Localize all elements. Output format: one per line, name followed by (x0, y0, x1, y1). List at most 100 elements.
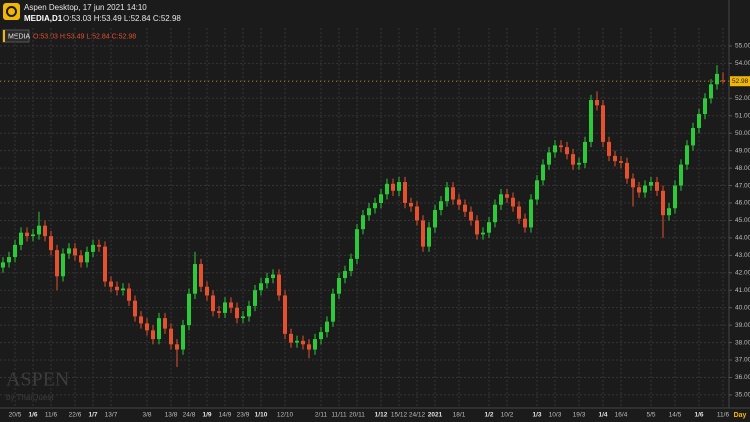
x-tick-label: 1/7 (88, 412, 97, 419)
y-tick-label: 54.00 (735, 60, 750, 67)
x-tick-label: 20/5 (9, 412, 22, 419)
candle-body (493, 204, 497, 223)
y-tick-label: 52.00 (735, 95, 750, 102)
y-tick-label: 48.00 (735, 165, 750, 172)
candle-body (13, 244, 17, 258)
candle-body (475, 220, 479, 235)
candle-body (481, 232, 485, 235)
candle-body (517, 206, 521, 219)
candle-body (259, 283, 263, 291)
logo-mark (6, 6, 17, 17)
candle-body (319, 332, 323, 340)
candle-body (505, 194, 509, 198)
y-tick-label: 55.00 (735, 43, 750, 50)
candle-body (199, 264, 203, 287)
candle-body (553, 145, 557, 153)
x-tick-label: 1/6 (694, 412, 703, 419)
candle-body (133, 300, 137, 317)
candle-body (103, 246, 107, 282)
last-price-box (730, 76, 750, 87)
x-tick-label: 15/12 (391, 412, 408, 419)
x-tick-label: 5/5 (646, 412, 655, 419)
y-tick-label: 36.00 (735, 374, 750, 381)
y-tick-label: 47.00 (735, 182, 750, 189)
candle-body (211, 295, 215, 312)
candle-body (181, 325, 185, 350)
candle-body (367, 208, 371, 216)
x-tick-label: 1/4 (598, 412, 607, 419)
candle-body (277, 274, 281, 296)
y-tick-label: 42.00 (735, 270, 750, 277)
candle-body (583, 141, 587, 163)
period-label[interactable]: Day (734, 412, 747, 419)
y-tick-label: 43.00 (735, 252, 750, 259)
candle-body (697, 114, 701, 128)
candle-body (385, 183, 389, 195)
candle-body (151, 330, 155, 340)
candle-body (79, 255, 83, 263)
x-tick-label: 1/6 (28, 412, 37, 419)
candle-body (715, 73, 719, 85)
x-tick-label: 19/3 (573, 412, 586, 419)
candle-body (235, 307, 239, 319)
candle-body (145, 323, 149, 331)
candle-body (1, 262, 5, 268)
candle-body (655, 182, 659, 191)
candle-body (157, 318, 161, 340)
watermark-sub: by ThaiQuest (6, 393, 54, 402)
candle-body (625, 162, 629, 179)
candle-body (307, 344, 311, 350)
candle-body (445, 187, 449, 202)
candle-body (283, 295, 287, 334)
candle-body (217, 311, 221, 313)
symbol: MEDIA,D1 (24, 14, 63, 23)
candle-body (637, 187, 641, 193)
y-tick-label: 46.00 (735, 200, 750, 207)
candle-body (289, 333, 293, 343)
candle-body (703, 98, 707, 115)
candle-body (73, 248, 77, 256)
candle-body (433, 209, 437, 228)
y-tick-label: 45.00 (735, 217, 750, 224)
x-tick-label: 13/8 (165, 412, 178, 419)
candle-body (349, 258, 353, 272)
y-tick-label: 40.00 (735, 304, 750, 311)
candle-body (127, 288, 131, 301)
x-tick-label: 11/11 (331, 412, 347, 419)
candle-body (355, 229, 359, 259)
candle-body (175, 344, 179, 350)
x-tick-label: 1/12 (375, 412, 388, 419)
x-tick-label: 14/5 (669, 412, 682, 419)
candle-body (427, 227, 431, 247)
candle-body (37, 225, 41, 235)
x-tick-label: 3/8 (142, 412, 151, 419)
candle-body (673, 185, 677, 209)
candle-body (55, 250, 59, 277)
candle-body (25, 232, 29, 237)
candle-body (313, 339, 317, 350)
x-tick-label: 2/11 (315, 412, 328, 419)
candle-body (337, 278, 341, 294)
candle-body (67, 248, 71, 254)
candle-body (613, 155, 617, 162)
app-logo (3, 3, 20, 20)
candle-body (685, 145, 689, 165)
candle-body (205, 286, 209, 296)
candle-body (163, 318, 167, 329)
candle-body (631, 178, 635, 188)
y-tick-label: 51.00 (735, 112, 750, 119)
legend-ohlc: O:53.03 H:53.49 L:52.84 C:52.98 (33, 33, 136, 40)
candle-body (499, 194, 503, 205)
candle-body (649, 182, 653, 186)
candle-body (97, 244, 101, 247)
candle-body (109, 281, 113, 287)
candle-body (193, 264, 197, 294)
candle-body (457, 199, 461, 205)
candle-body (391, 183, 395, 191)
candle-body (595, 100, 599, 106)
candle-body (139, 316, 143, 324)
candle-body (709, 84, 713, 99)
y-tick-label: 49.00 (735, 147, 750, 154)
x-tick-label: 11/6 (45, 412, 58, 419)
